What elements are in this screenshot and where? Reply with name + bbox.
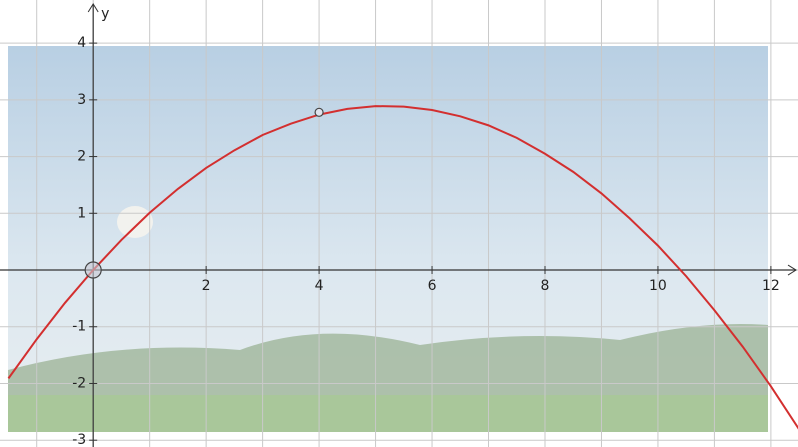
grass xyxy=(8,395,768,432)
y-tick-label: 1 xyxy=(77,205,86,221)
point xyxy=(85,262,101,278)
smoke xyxy=(117,206,153,238)
x-tick-label: 6 xyxy=(428,278,437,294)
x-tick-label: 2 xyxy=(202,278,211,294)
x-tick-label: 10 xyxy=(649,278,667,294)
y-tick-label: 2 xyxy=(77,149,86,165)
y-axis-label: y xyxy=(101,6,109,22)
y-tick-label: -1 xyxy=(72,319,86,335)
point xyxy=(315,108,323,116)
y-tick-label: 4 xyxy=(77,35,86,51)
y-tick-label: 3 xyxy=(77,92,86,108)
x-tick-label: 12 xyxy=(762,278,780,294)
chart: y24681012-3-2-11234 xyxy=(0,0,798,447)
y-tick-label: -2 xyxy=(72,375,86,391)
page: y24681012-3-2-11234 (() => { const data … xyxy=(0,0,798,447)
x-tick-label: 4 xyxy=(315,278,324,294)
y-tick-label: -3 xyxy=(72,432,86,447)
x-tick-label: 8 xyxy=(541,278,550,294)
